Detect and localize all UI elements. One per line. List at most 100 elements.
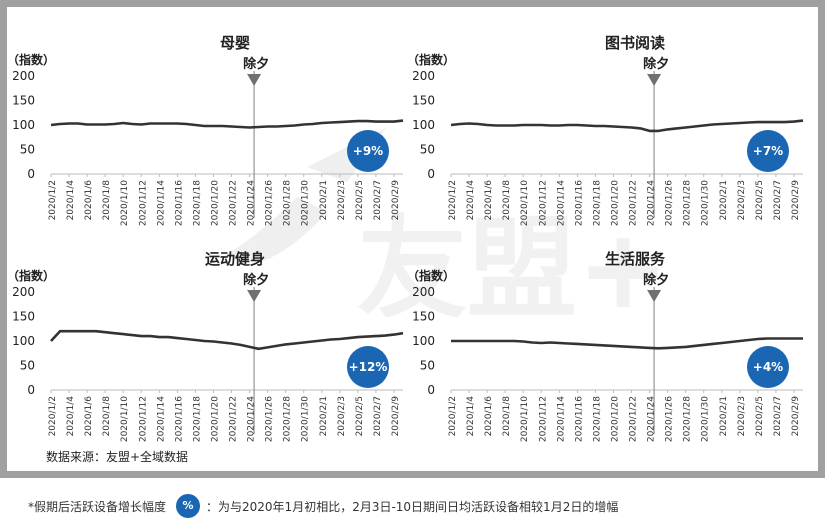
chart-1: 母婴 （指数） 0 50 100 150 200 2020/1/2 2020/1/4 2020/1… [7,34,404,226]
x-tick-label: 2020/1/20 [610,180,620,226]
x-tick-label: 2020/1/16 [174,180,184,226]
footnote-suffix: ：为与2020年1月初相比，2月3日-10日期间日均活跃设备相较1月2日的增幅 [206,499,619,514]
x-tick-label: 2020/1/8 [502,396,512,437]
x-tick-label: 2020/1/28 [283,396,293,442]
x-tick-label: 2020/1/16 [174,396,184,442]
y-axis-label: （指数） [7,52,55,67]
x-tick-label: 2020/1/26 [265,180,275,226]
x-tick-label: 2020/1/4 [66,180,76,221]
y-tick-label: 0 [427,383,435,397]
x-tick-label: 2020/1/26 [665,180,675,226]
event-marker-triangle [647,74,662,86]
x-tick-label: 2020/1/6 [84,180,94,221]
y-tick-label: 0 [27,383,35,397]
y-tick-label: 0 [427,167,435,181]
x-tick-label: 2020/1/30 [701,396,711,442]
x-tick-label: 2020/2/5 [355,180,365,220]
chart-title: 运动健身 [205,250,265,268]
y-tick-label: 100 [412,334,435,348]
x-tick-label: 2020/2/3 [337,180,347,220]
x-tick-label: 2020/2/9 [391,396,401,437]
event-marker-triangle [247,290,262,302]
x-tick-label: 2020/1/22 [629,396,639,442]
x-tick-label: 2020/1/26 [265,396,275,442]
x-tick-label: 2020/1/10 [120,180,130,226]
x-tick-label: 2020/1/30 [301,180,311,226]
chart-title: 母婴 [220,34,250,52]
x-tick-label: 2020/1/14 [556,396,566,442]
x-tick-label: 2020/1/24 [647,180,657,226]
y-tick-label: 100 [412,118,435,132]
x-tick-label: 2020/1/30 [701,180,711,226]
growth-badge [347,130,389,172]
watermark-text: 友盟+ [357,205,669,333]
x-tick-label: 2020/1/2 [48,180,58,220]
charts-area: 母婴 （指数） 0 50 100 150 200 2020/1/2 2020/1/4 2020/1… [7,34,804,442]
x-tick-label: 2020/1/6 [484,396,494,437]
x-tick-label: 2020/1/12 [138,180,148,226]
chart-3: 运动健身 （指数） 0 50 100 150 200 2020/1/2 2020/1/4 2020… [7,250,404,442]
x-tick-label: 2020/1/20 [210,180,220,226]
x-tick-label: 2020/1/10 [120,396,130,442]
y-tick-label: 100 [12,334,35,348]
x-tick-label: 2020/1/2 [48,396,58,436]
x-tick-label: 2020/1/24 [247,396,257,442]
y-tick-label: 200 [12,285,35,299]
y-tick-label: 200 [12,69,35,83]
event-label: 除夕 [643,56,669,72]
y-axis-label: （指数） [7,268,55,283]
footnote-prefix: *假期后活跃设备增长幅度 [28,499,167,514]
growth-badge [747,130,789,172]
x-tick-label: 2020/1/24 [247,180,257,226]
x-tick-label: 2020/1/12 [538,180,548,226]
chart-title: 图书阅读 [605,34,665,52]
y-axis-label: （指数） [407,268,455,283]
y-tick-label: 50 [420,143,435,157]
x-tick-label: 2020/1/18 [592,396,602,442]
watermark: 友盟+ [222,127,669,333]
x-tick-label: 2020/1/8 [502,180,512,221]
x-tick-label: 2020/1/22 [229,396,239,442]
x-tick-label: 2020/2/1 [319,396,329,436]
footnote: *假期后活跃设备增长幅度 % ：为与2020年1月初相比，2月3日-10日期间日… [28,494,618,518]
x-tick-label: 2020/1/20 [210,396,220,442]
x-tick-label: 2020/2/7 [373,180,383,220]
x-tick-label: 2020/1/2 [448,396,458,436]
x-tick-label: 2020/1/8 [102,180,112,221]
x-tick-label: 2020/1/8 [102,396,112,437]
growth-badge-label: +9% [353,144,383,158]
y-tick-label: 150 [12,310,35,324]
y-tick-label: 150 [412,310,435,324]
series-line [450,119,804,133]
y-axis-label: （指数） [407,52,455,67]
x-tick-label: 2020/2/5 [755,180,765,220]
x-tick-label: 2020/1/24 [647,396,657,442]
x-tick-label: 2020/1/28 [683,180,693,226]
x-tick-label: 2020/1/20 [610,396,620,442]
y-tick-label: 150 [12,94,35,108]
x-tick-label: 2020/1/4 [66,396,76,437]
x-tick-label: 2020/2/5 [355,396,365,436]
x-tick-label: 2020/1/14 [156,180,166,226]
x-tick-label: 2020/1/14 [156,396,166,442]
x-tick-label: 2020/1/22 [229,180,239,226]
data-source: 数据来源：友盟+全域数据 [46,450,189,464]
x-tick-label: 2020/2/1 [719,396,729,436]
chart-title: 生活服务 [605,250,666,268]
series-line [451,337,803,350]
growth-badge-label: +12% [349,360,388,374]
chart-2: 图书阅读 （指数） 0 50 100 150 200 2020/1/2 2020/1/4 2020… [407,34,804,226]
x-tick-label: 2020/1/16 [574,180,584,226]
x-tick-label: 2020/1/30 [301,396,311,442]
x-tick-label: 2020/1/10 [520,180,530,226]
event-label: 除夕 [243,272,269,288]
chart-frame: 友盟+ 母婴 （指数） 0 50 100 150 200 2020/1/2 2020/1/4 20… [0,0,825,478]
x-tick-label: 2020/1/4 [466,396,476,437]
x-tick-label: 2020/1/6 [484,180,494,221]
y-tick-label: 50 [20,359,35,373]
y-tick-label: 0 [27,167,35,181]
x-tick-label: 2020/1/12 [538,396,548,442]
x-tick-label: 2020/2/3 [737,396,747,436]
y-tick-label: 150 [412,94,435,108]
x-tick-label: 2020/1/28 [683,396,693,442]
